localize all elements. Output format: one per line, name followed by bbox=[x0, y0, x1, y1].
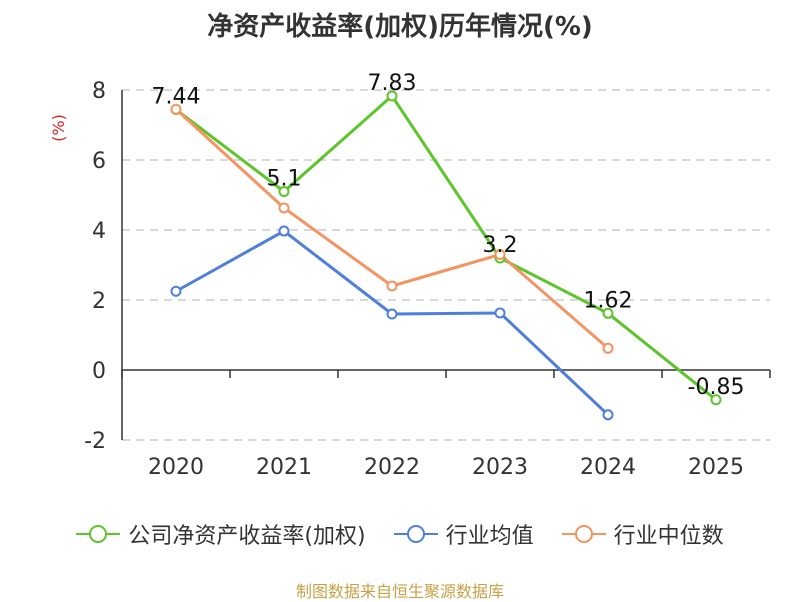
legend-item[interactable]: 公司净资产收益率(加权) bbox=[76, 518, 366, 550]
y-tick-label: 8 bbox=[92, 79, 106, 104]
y-tick-label: -2 bbox=[84, 429, 106, 454]
data-point bbox=[278, 186, 290, 197]
legend-swatch-icon bbox=[76, 525, 121, 543]
data-label: 7.44 bbox=[152, 85, 201, 110]
y-tick-label: 4 bbox=[92, 219, 106, 244]
y-tick-label: 2 bbox=[92, 289, 106, 314]
data-point bbox=[278, 202, 290, 214]
chart-title: 净资产收益率(加权)历年情况(%) bbox=[207, 12, 593, 42]
data-label: 5.1 bbox=[267, 167, 302, 192]
data-label: 7.83 bbox=[368, 71, 417, 96]
y-tick-label: 0 bbox=[92, 359, 106, 384]
series-line bbox=[175, 94, 717, 401]
legend-item[interactable]: 行业中位数 bbox=[561, 518, 724, 550]
legend-item[interactable]: 行业均值 bbox=[393, 518, 534, 550]
legend: 公司净资产收益率(加权) 行业均值 行业中位数 bbox=[0, 518, 800, 550]
x-tick-label: 2021 bbox=[256, 455, 312, 480]
legend-swatch-icon bbox=[393, 525, 438, 543]
data-point bbox=[494, 307, 506, 319]
data-label: 3.2 bbox=[483, 233, 518, 258]
data-label: -0.85 bbox=[688, 375, 745, 400]
data-point bbox=[494, 249, 506, 260]
data-point bbox=[278, 225, 290, 237]
data-point bbox=[602, 307, 614, 319]
x-tick-label: 2024 bbox=[580, 455, 636, 480]
data-point bbox=[170, 103, 182, 115]
legend-label: 行业中位数 bbox=[613, 524, 724, 549]
x-tick-label: 2025 bbox=[688, 455, 744, 480]
legend-label: 行业均值 bbox=[445, 524, 534, 549]
legend-label: 公司净资产收益率(加权) bbox=[128, 524, 366, 549]
data-point bbox=[386, 308, 398, 320]
data-label: 1.62 bbox=[584, 288, 633, 313]
x-tick-label: 2020 bbox=[148, 455, 204, 480]
data-point bbox=[386, 90, 398, 102]
x-tick-label: 2023 bbox=[472, 455, 528, 480]
data-point bbox=[602, 342, 614, 354]
data-point bbox=[170, 285, 182, 297]
legend-swatch-icon bbox=[561, 525, 606, 543]
data-point bbox=[710, 394, 722, 406]
data-point bbox=[386, 280, 398, 292]
data-point bbox=[602, 409, 614, 421]
data-source-note: 制图数据来自恒生聚源数据库 bbox=[295, 582, 504, 601]
y-axis-label: (%) bbox=[49, 114, 68, 142]
series-line bbox=[175, 229, 610, 416]
y-tick-label: 6 bbox=[92, 149, 106, 174]
x-tick-label: 2022 bbox=[364, 455, 420, 480]
